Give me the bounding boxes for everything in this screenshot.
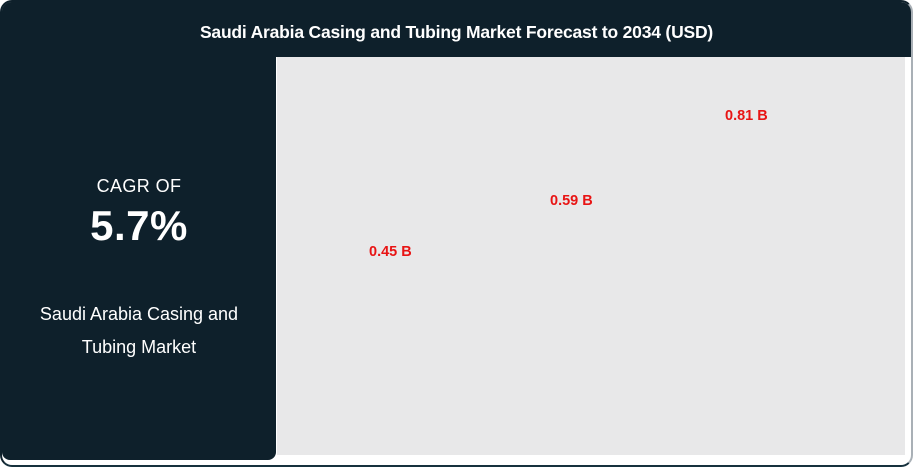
cagr-label: CAGR OF <box>96 176 182 196</box>
data-label-mid: 0.59 B <box>550 193 593 209</box>
sidebar: CAGR OF 5.7% Saudi Arabia Casing and Tub… <box>2 2 276 460</box>
data-label-2024: 0.45 B <box>369 244 412 260</box>
data-label-2034: 0.81 B <box>725 108 768 124</box>
header-band: Saudi Arabia Casing and Tubing Market Fo… <box>2 2 911 57</box>
chart-plot-area: 0.45 B 0.59 B 0.81 B <box>277 57 905 455</box>
cagr-value: 5.7% <box>90 202 188 249</box>
market-name: Saudi Arabia Casing and Tubing Market <box>39 304 239 357</box>
page-title: Saudi Arabia Casing and Tubing Market Fo… <box>199 22 714 42</box>
